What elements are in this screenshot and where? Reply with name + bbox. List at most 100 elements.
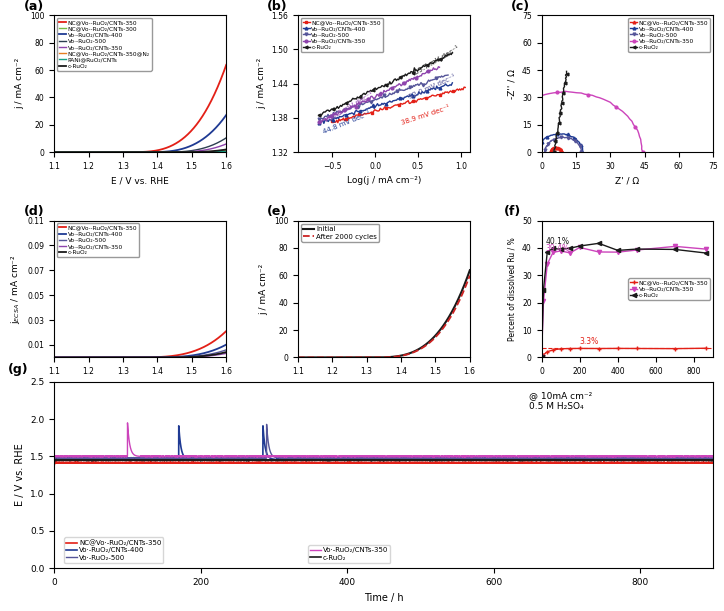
Text: (g): (g): [8, 364, 29, 376]
NC@Vo·-RuO₂/CNTs-350@N₂: [119, 148, 128, 156]
Vo·-RuO₂-500: [577, 148, 586, 156]
X-axis label: Log(j / mA cm⁻²): Log(j / mA cm⁻²): [347, 177, 421, 185]
Text: (c): (c): [510, 0, 530, 13]
Vo·-RuO₂/CNTs-400: [463, 456, 471, 463]
Vo·-RuO₂-500: [709, 455, 717, 462]
NC@Vo·-RuO₂/CNTs-350: [555, 145, 564, 153]
c-RuO₂: [67, 354, 76, 361]
c-RuO₂: [552, 130, 561, 137]
Vo·-RuO₂/CNTs-350: [609, 101, 618, 109]
c-RuO₂: [555, 119, 563, 126]
c-RuO₂: [709, 456, 717, 464]
NC@Vo·-RuO₂/CNTs-350: [557, 147, 566, 154]
Vo·-RuO₂-500: [698, 454, 707, 461]
c-RuO₂: [563, 70, 571, 78]
Vo·-RuO₂-500: [551, 135, 560, 142]
PANi@RuO₂/CNTs: [168, 148, 177, 156]
Vo·-RuO₂/CNTs-400: [187, 352, 195, 359]
Vo·-RuO₂-500: [50, 354, 59, 361]
Vo·-RuO₂/CNTs-350: [570, 453, 578, 460]
c-RuO₂: [559, 89, 568, 97]
Vo·-RuO₂-500: [404, 84, 413, 92]
Vo·-RuO₂/CNTs-350: [50, 455, 59, 463]
c-RuO₂: [222, 146, 230, 153]
NC@Vo·-RuO₂/CNTs-350: [328, 117, 337, 125]
NC@Vo·-RuO₂/CNTs-350: [670, 345, 679, 353]
NC@Vo·-RuO₂/CNTs-350: [453, 459, 462, 467]
c-RuO₂: [560, 87, 568, 94]
NC@Vo·-RuO₂/CNTs-350: [434, 91, 443, 98]
PANi@RuO₂/CNTs: [187, 148, 195, 156]
Initial: [369, 354, 378, 361]
NC@Vo·-RuO₂/CNTs-350: [550, 144, 558, 152]
c-RuO₂: [561, 78, 570, 86]
Line: Vo·-RuO₂-500: Vo·-RuO₂-500: [54, 425, 713, 460]
NC@Vo·-RuO₂/CNTs-350@N₂: [222, 147, 230, 154]
Text: 69.2 mV dec⁻¹: 69.2 mV dec⁻¹: [328, 91, 375, 122]
Vo·-RuO₂/CNTs-350: [628, 117, 636, 125]
After 2000 cycles: [294, 354, 303, 361]
Vo·-RuO₂/CNTs-400: [390, 97, 399, 104]
c-RuO₂: [558, 97, 567, 104]
NC@Vo·-RuO₂/CNTs-350: [570, 459, 578, 467]
Vo·-RuO₂/CNTs-400: [453, 456, 462, 463]
c-RuO₂: [560, 79, 569, 87]
Vo·-RuO₂/CNTs-400: [184, 353, 193, 360]
NC@Vo·-RuO₂/CNTs-350: [226, 459, 235, 466]
c-RuO₂: [168, 354, 177, 361]
Vo·-RuO₂/CNTs-350: [67, 354, 76, 361]
Vo·-RuO₂/CNTs-400: [50, 458, 59, 465]
c-RuO₂: [408, 68, 416, 76]
Text: 44.8 mV dec⁻¹: 44.8 mV dec⁻¹: [322, 111, 371, 135]
c-RuO₂: [561, 75, 570, 82]
NC@Vo·-RuO₂/CNTs-350@N₂: [126, 148, 135, 156]
Vo·-RuO₂/CNTs-400: [709, 456, 717, 463]
c-RuO₂: [556, 111, 565, 119]
c-RuO₂: [550, 142, 559, 150]
c-RuO₂: [556, 246, 565, 253]
c-RuO₂: [226, 456, 235, 464]
Y-axis label: j / mA cm⁻²: j / mA cm⁻²: [257, 58, 266, 109]
c-RuO₂: [187, 353, 195, 360]
Vo·-RuO₂/CNTs-350: [613, 249, 622, 256]
Line: NC@Vo·-RuO₂/CNTs-350: NC@Vo·-RuO₂/CNTs-350: [539, 346, 707, 359]
NC@Vo·-RuO₂/CNTs-350: [701, 345, 710, 352]
c-RuO₂: [543, 248, 552, 255]
Line: c-RuO₂: c-RuO₂: [54, 150, 226, 152]
Vo·-RuO₂/CNTs-350: [487, 148, 495, 156]
c-RuO₂: [184, 353, 193, 360]
Text: (b): (b): [267, 0, 287, 13]
Vo·-RuO₂-500: [569, 136, 578, 144]
Vo·-RuO₂/CNTs-400: [126, 354, 135, 361]
Vo·-RuO₂-500: [67, 148, 76, 156]
NC@Vo·-RuO₂/CNTs-350: [222, 61, 230, 68]
c-RuO₂: [559, 84, 568, 92]
NC@Vo·-RuO₂/CNTs-350: [546, 149, 555, 156]
Vo·-RuO₂/CNTs-350: [184, 148, 193, 155]
Vo·-RuO₂-500: [342, 105, 350, 112]
NC@Vo·-RuO₂/CNTs-350: [576, 345, 584, 352]
NC@Vo·-RuO₂/CNTs-350: [119, 354, 128, 361]
Vo·-RuO₂-500: [126, 354, 135, 361]
Vo·-RuO₂-500: [568, 136, 576, 143]
NC@Vo·-RuO₂/CNTs-350@N₂: [50, 148, 59, 156]
Vo·-RuO₂/CNTs-400: [445, 82, 453, 89]
Legend: Initial, After 2000 cycles: Initial, After 2000 cycles: [301, 224, 379, 241]
c-RuO₂: [168, 148, 177, 156]
Line: NC@Vo·-RuO₂/CNTs-350: NC@Vo·-RuO₂/CNTs-350: [549, 146, 564, 154]
NC@Vo·-RuO₂/CNTs-350: [357, 111, 366, 119]
Vo·-RuO₂-500: [222, 346, 230, 354]
c-RuO₂: [555, 120, 563, 127]
Vo·-RuO₂/CNTs-400: [222, 111, 230, 119]
Vo·-RuO₂-500: [168, 148, 177, 156]
Line: Vo·-RuO₂/CNTs-400: Vo·-RuO₂/CNTs-400: [54, 426, 713, 461]
Vo·-RuO₂/CNTs-400: [448, 79, 457, 87]
Vo·-RuO₂/CNTs-350: [119, 148, 128, 156]
Y-axis label: Percent of dissolved Ru / %: Percent of dissolved Ru / %: [508, 237, 516, 341]
NC@Vo·-RuO₂/CNTs-350: [463, 459, 471, 467]
NC@Vo·-RuO₂/CNTs-350: [67, 148, 76, 156]
Vo·-RuO₂/CNTs-400: [119, 354, 128, 361]
X-axis label: E / V vs. RHE: E / V vs. RHE: [355, 382, 413, 390]
Initial: [431, 332, 439, 340]
Vo·-RuO₂/CNTs-400: [570, 456, 578, 463]
